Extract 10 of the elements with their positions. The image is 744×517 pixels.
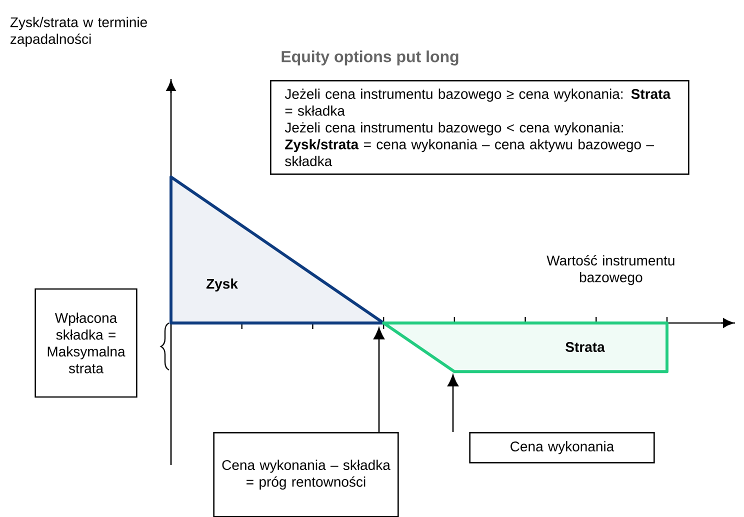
text: Wpłacona składka = Maksymalna strata [48, 312, 126, 374]
text: Cena wykonania – składka = próg rentowności [222, 460, 390, 490]
text: Jeżeli cena instrumentu bazowego ≥ cena wykonania: Strata = składka [284, 88, 671, 116]
text: Cena wykonania [510, 441, 614, 454]
x-axis-title: Wartość instrumentu bazowego [546, 255, 674, 286]
series-label: Strata [566, 342, 605, 352]
series-label: Zysk [206, 278, 238, 292]
text: Jeżeli cena instrumentu bazowego < cena wykonania: Zysk/strata = cena wykonania – cena aktywu bazowego – składka [284, 122, 654, 166]
text: Zysk/strata w terminie zapadalności [10, 16, 147, 47]
chart-title: Equity options put long [282, 50, 458, 66]
